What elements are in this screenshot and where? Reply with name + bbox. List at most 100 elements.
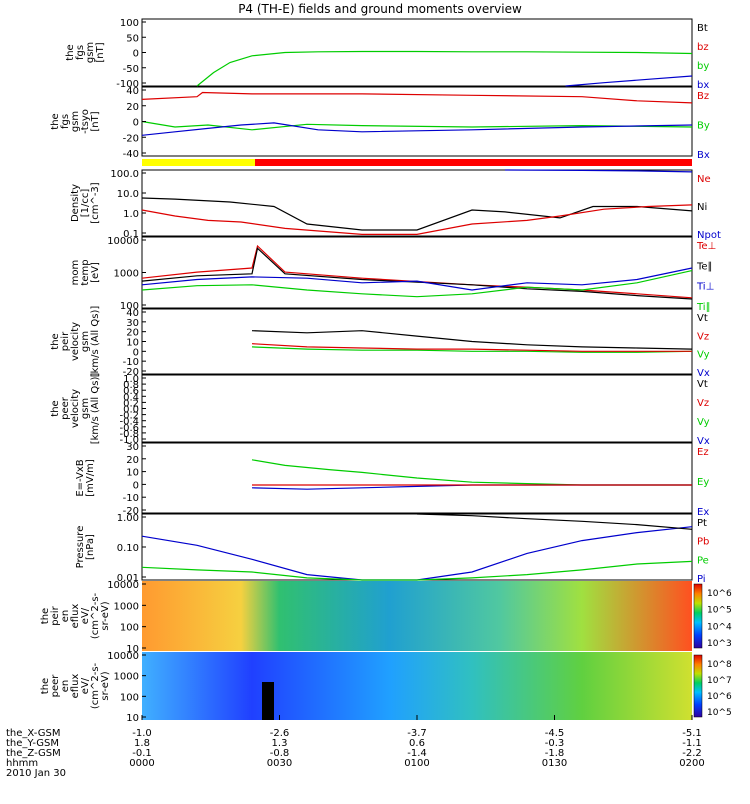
series-line-p8-Pi xyxy=(141,526,693,581)
legend-entry: Vx xyxy=(697,368,710,379)
y-tick-label: 20 xyxy=(126,102,139,113)
series-line-p2-Bz xyxy=(141,91,693,104)
y-tick-label: 0.01 xyxy=(117,573,139,584)
y-tick-label: -20 xyxy=(123,506,139,517)
y-axis-label: eflux xyxy=(70,674,81,699)
series-line-p2-By xyxy=(141,120,693,131)
legend-entry: Ni xyxy=(697,202,707,213)
y-axis-label: E=-VxB xyxy=(75,459,86,496)
legend-entry: Pt xyxy=(697,518,707,529)
y-tick-label: -0.2 xyxy=(119,411,139,422)
colorbar-tick-label: 10^4 xyxy=(707,622,732,632)
y-tick-label: -10 xyxy=(123,357,139,368)
colorbar-tick-label: 10^8 xyxy=(707,660,732,670)
x-tick-label: -2.6 xyxy=(270,728,290,739)
x-row-label: the_Z-GSM xyxy=(6,748,61,759)
legend-entry: Bt xyxy=(697,23,708,34)
y-tick-label: 50 xyxy=(126,33,139,44)
x-tick-label: -0.3 xyxy=(545,738,565,749)
y-axis-label: [nT] xyxy=(95,42,106,62)
y-tick-label: 1.0 xyxy=(123,209,139,220)
y-axis-label: the xyxy=(40,678,51,694)
legend-entry: Ne xyxy=(697,174,711,185)
y-tick-label: -0.6 xyxy=(119,423,139,434)
legend-entry: bz xyxy=(697,42,709,53)
series-line-p8-Pt xyxy=(416,513,693,530)
y-tick-label: 1.00 xyxy=(117,513,139,524)
y-tick-label: 100 xyxy=(120,301,139,312)
y-axis-label: fgs xyxy=(60,114,71,129)
y-axis-label: sr-eV) xyxy=(100,601,111,630)
x-tick-label: -5.1 xyxy=(682,728,702,739)
status-bar-red xyxy=(255,159,692,166)
y-axis-label: velocity xyxy=(70,322,81,361)
legend-entry: Vz xyxy=(697,398,709,409)
y-axis-label: eV/ xyxy=(80,607,91,624)
legend-entry: bx xyxy=(697,80,709,91)
y-axis-label: velocity xyxy=(70,389,81,428)
legend-entry: Pi xyxy=(697,574,706,585)
y-axis-label: the xyxy=(50,400,61,416)
legend-entry: Vy xyxy=(697,417,710,428)
heatmap-gap xyxy=(262,682,274,720)
x-tick-label: 0200 xyxy=(679,758,704,769)
y-tick-label: 100 xyxy=(120,623,139,634)
panel-frame-p6 xyxy=(141,374,693,443)
y-axis-label: the xyxy=(65,44,76,60)
legend-entry: Pe xyxy=(697,555,709,566)
y-axis-label: [nT] xyxy=(90,111,101,131)
colorbar-tick-label: 10^6 xyxy=(707,589,732,599)
y-axis-label: -tsyo xyxy=(80,109,91,134)
y-tick-label: 0.1 xyxy=(123,229,139,240)
y-tick-label: 100.0 xyxy=(110,169,139,180)
y-axis-label: peer xyxy=(60,396,71,420)
y-tick-label: 10000 xyxy=(107,651,139,662)
series-line-p7-Ex xyxy=(251,484,692,490)
y-axis-label: Pressure xyxy=(75,526,86,569)
y-tick-label: 0 xyxy=(133,49,139,60)
x-row-label: hhmm xyxy=(6,758,38,769)
legend-entry: Vx xyxy=(697,436,710,447)
x-tick-label: 1.8 xyxy=(134,738,150,749)
y-tick-label: 0 xyxy=(133,118,139,129)
heatmap-p9 xyxy=(142,581,692,651)
y-tick-label: 40 xyxy=(126,86,139,97)
y-axis-label: [km/s (All Qs)] xyxy=(90,306,101,378)
series-line-p4-Te∥ xyxy=(141,247,693,300)
x-tick-label: -4.5 xyxy=(545,728,565,739)
y-tick-label: 0.2 xyxy=(123,398,139,409)
y-tick-label: 0 xyxy=(133,480,139,491)
y-tick-label: 1000 xyxy=(114,269,139,280)
legend-entry: Ti⊥ xyxy=(696,282,714,293)
legend-entry: Ex xyxy=(697,507,709,518)
x-row-label: 2010 Jan 30 xyxy=(6,768,66,779)
colorbar-tick-label: 10^6 xyxy=(707,692,732,702)
series-line-p1-by xyxy=(196,50,693,87)
series-line-p5-Vz xyxy=(251,343,692,352)
y-axis-label: [nPa] xyxy=(85,534,96,560)
colorbar-p10 xyxy=(693,654,703,718)
y-axis-label: Density xyxy=(70,184,81,222)
y-tick-label: 10 xyxy=(126,713,139,724)
series-line-p5-Vy xyxy=(251,346,693,353)
y-tick-label: -40 xyxy=(123,149,139,160)
y-axis-label: [mV/m] xyxy=(85,459,96,497)
panel-frame-p7 xyxy=(141,442,693,514)
y-axis-label: peir xyxy=(60,331,71,351)
y-axis-label: mom xyxy=(70,260,81,286)
y-tick-label: 10.0 xyxy=(117,189,139,200)
y-axis-label: en xyxy=(60,680,71,693)
y-tick-label: -20 xyxy=(123,133,139,144)
y-tick-label: -0.4 xyxy=(119,417,139,428)
y-tick-label: 1.0 xyxy=(123,374,139,385)
x-tick-label: -1.0 xyxy=(132,728,152,739)
x-tick-label: 0100 xyxy=(404,758,429,769)
legend-entry: Vy xyxy=(697,350,710,361)
legend-entry: By xyxy=(697,121,710,132)
y-tick-label: -1.0 xyxy=(119,435,139,446)
y-tick-label: 0.8 xyxy=(123,380,139,391)
y-tick-label: 10000 xyxy=(107,236,139,247)
legend-entry: Vt xyxy=(697,313,708,324)
y-tick-label: 0.0 xyxy=(123,405,139,416)
